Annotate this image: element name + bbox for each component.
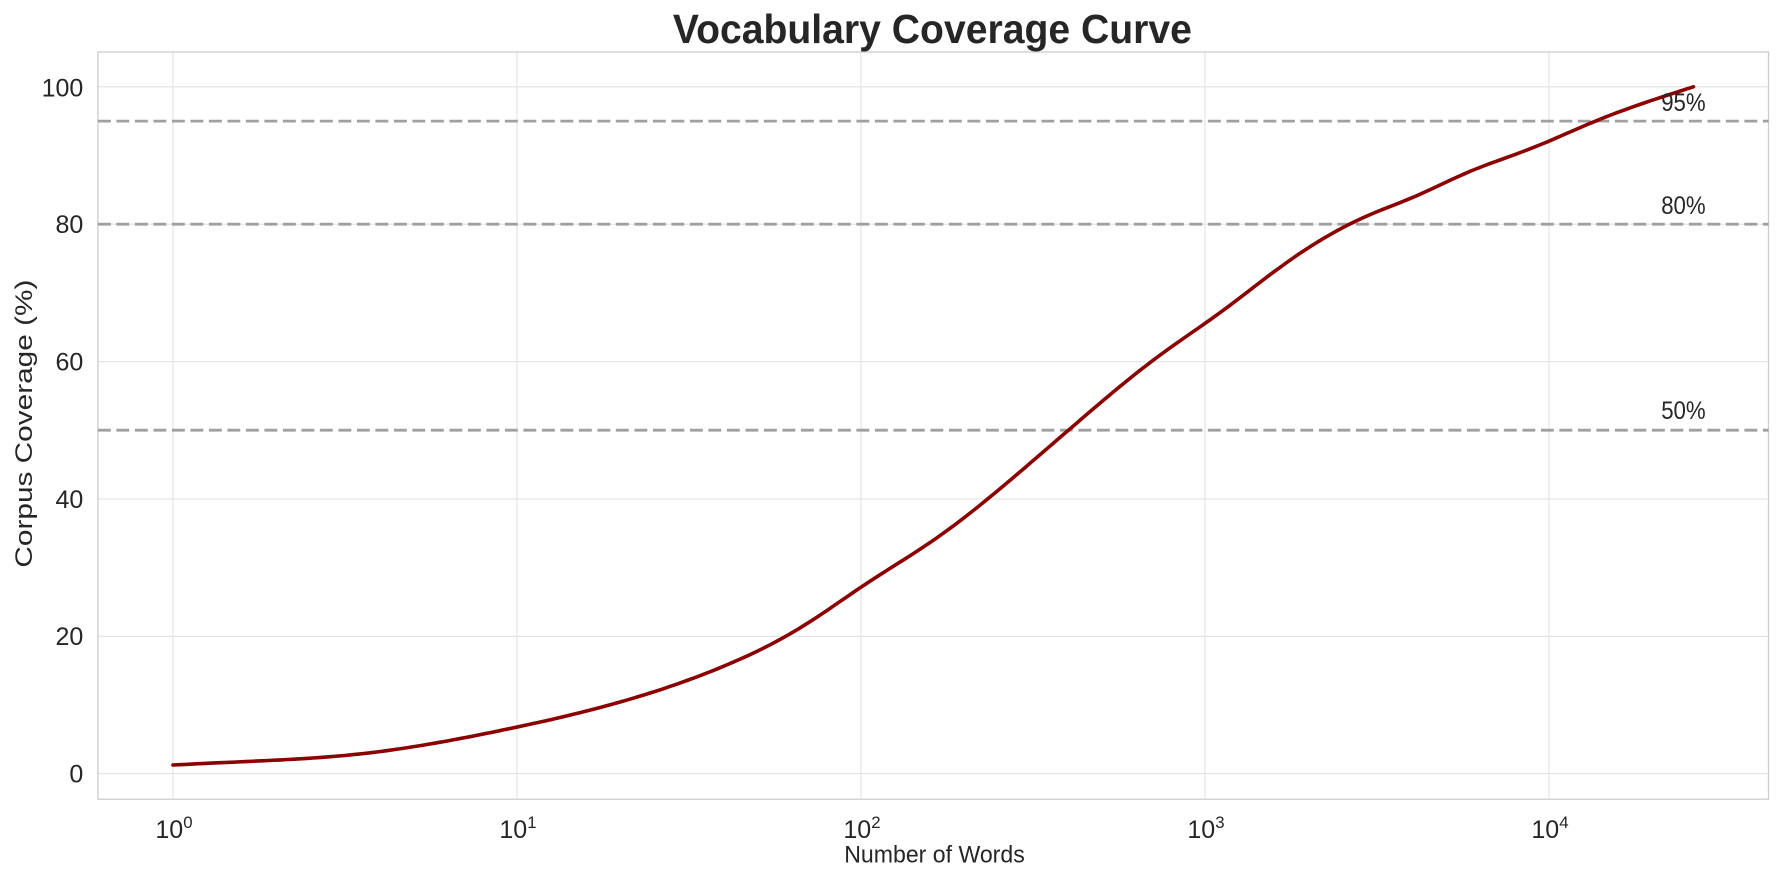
svg-text:95%: 95%	[1661, 89, 1706, 117]
svg-text:Vocabulary Coverage Curve: Vocabulary Coverage Curve	[673, 6, 1192, 52]
svg-text:80: 80	[55, 211, 83, 239]
svg-text:50%: 50%	[1661, 397, 1706, 425]
svg-text:100: 100	[42, 74, 84, 102]
svg-text:60: 60	[55, 348, 83, 376]
svg-text:20: 20	[55, 623, 83, 651]
svg-text:40: 40	[55, 486, 83, 514]
svg-text:0: 0	[69, 760, 83, 788]
svg-text:Number of Words: Number of Words	[844, 842, 1025, 869]
svg-text:80%: 80%	[1661, 192, 1706, 220]
svg-text:Corpus Coverage (%): Corpus Coverage (%)	[11, 280, 38, 568]
